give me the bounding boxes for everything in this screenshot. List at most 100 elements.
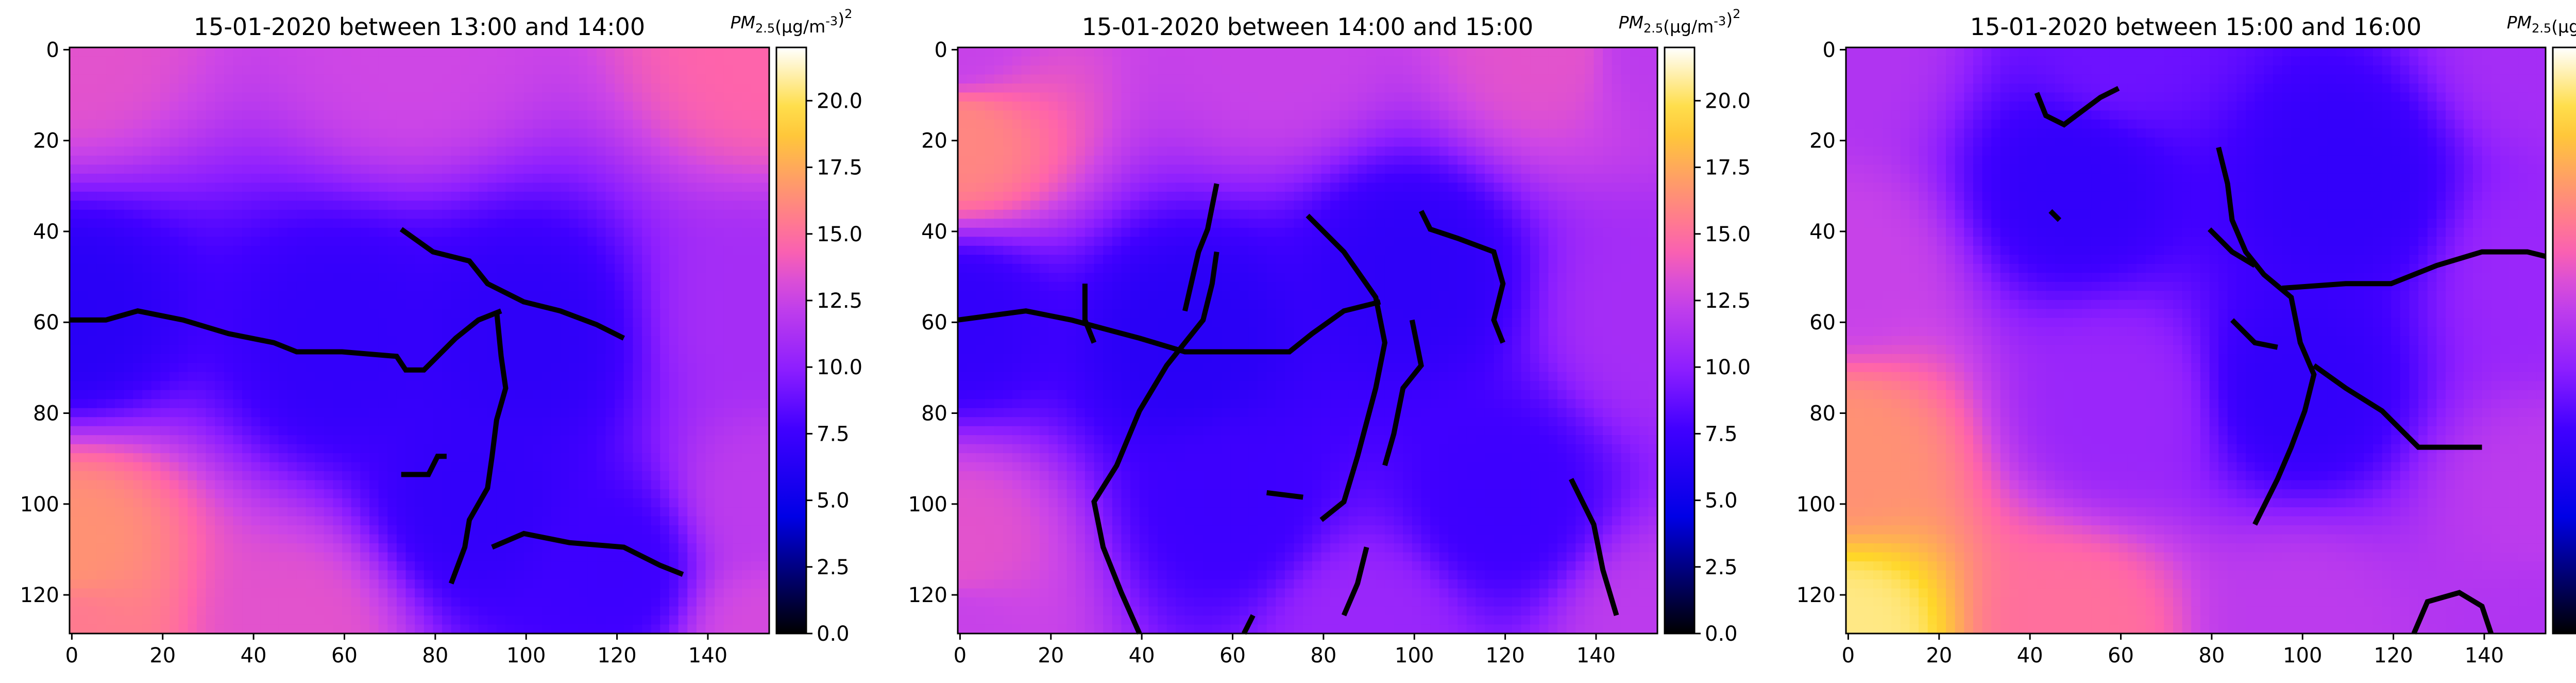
- colorbar-tick-label: 15.0: [1705, 223, 1751, 246]
- min-value-paths: [2034, 86, 2547, 635]
- x-tick-label: 40: [241, 644, 267, 668]
- colorbar-label: PM2.5(μg/m-3)2: [1619, 7, 1741, 37]
- heatmap-field: [1846, 47, 2546, 634]
- axes-frame: [1845, 46, 2547, 635]
- x-tick-label: 140: [1577, 644, 1616, 668]
- colorbar-tick-label: 12.5: [817, 289, 862, 313]
- x-tick-label: 140: [688, 644, 727, 668]
- chart-panel-1: 15-01-2020 between 13:00 and 14:00 0 20 40 6…: [0, 0, 888, 683]
- min-path-8: [2411, 590, 2494, 635]
- y-tick-label: 60: [1809, 311, 1836, 335]
- y-tick-label: 100: [908, 493, 947, 517]
- colorbar-label: PM2.5(μg/m-3)2: [2507, 7, 2576, 37]
- x-tick-label: 100: [2283, 644, 2322, 668]
- min-path-1: [2034, 86, 2120, 128]
- x-tick-label: 80: [1310, 644, 1336, 668]
- colorbar-tick-label: 5.0: [817, 489, 850, 513]
- x-tick-label: 60: [1219, 644, 1246, 668]
- y-tick-label: 40: [921, 220, 947, 244]
- min-path-5: [1306, 213, 1387, 522]
- colorbar-frame: [775, 46, 807, 635]
- axes-frame: [69, 46, 770, 635]
- colorbar-tick-label: 0.0: [1705, 622, 1738, 646]
- x-tick-label: 60: [2108, 644, 2134, 668]
- colorbar: [1665, 47, 1694, 634]
- x-tick-label: 80: [422, 644, 448, 668]
- min-path-2: [399, 227, 625, 341]
- x-tick-label: 100: [1395, 644, 1434, 668]
- y-tick-label: 100: [1797, 493, 1836, 517]
- colorbar-frame: [2552, 46, 2576, 635]
- x-tick-label: 80: [2198, 644, 2225, 668]
- min-value-paths: [70, 227, 684, 585]
- colorbar-tick-label: 7.5: [817, 422, 850, 446]
- colorbar-tick-label: 10.0: [1705, 356, 1751, 379]
- x-tick-label: 100: [506, 644, 546, 668]
- y-tick-label: 0: [935, 38, 947, 62]
- x-tick-label: 0: [1842, 644, 1855, 668]
- min-path-7: [1382, 319, 1424, 467]
- colorbar-tick-label: 2.5: [817, 556, 850, 579]
- x-tick-label: 120: [1485, 644, 1524, 668]
- x-tick-label: 20: [149, 644, 176, 668]
- heatmap-chart-2: 15-01-2020 between 14:00 and 15:00 0 20 40 6…: [908, 7, 1751, 668]
- y-tick-label: 20: [33, 129, 59, 153]
- x-tick-label: 20: [1926, 644, 1952, 668]
- min-path-3: [2216, 146, 2317, 526]
- colorbar-label: PM2.5(μg/m-3)2: [731, 7, 853, 37]
- y-tick-label: 80: [921, 402, 947, 426]
- colorbar-tick-label: 10.0: [817, 356, 862, 379]
- y-tick-label: 60: [921, 311, 947, 335]
- min-path-2: [2048, 209, 2062, 222]
- colorbar-tick-label: 17.5: [817, 156, 862, 180]
- x-tick-label: 0: [65, 644, 78, 668]
- colorbar: [776, 47, 806, 634]
- min-path-1: [70, 308, 502, 373]
- min-path-5: [2282, 249, 2547, 291]
- colorbar-tick-label: 2.5: [1705, 556, 1738, 579]
- min-value-paths: [957, 183, 1619, 635]
- y-tick-label: 20: [1809, 129, 1836, 153]
- colorbar-tick-label: 12.5: [1705, 289, 1751, 313]
- y-tick-label: 40: [33, 220, 59, 244]
- min-path-3: [449, 310, 509, 585]
- x-tick-label: 0: [954, 644, 967, 668]
- x-tick-label: 20: [1038, 644, 1064, 668]
- min-path-6: [1419, 210, 1506, 344]
- min-path-6: [2312, 363, 2482, 450]
- min-path-4: [401, 454, 447, 477]
- y-tick-label: 80: [1809, 402, 1836, 426]
- y-tick-label: 40: [1809, 220, 1836, 244]
- colorbar-tick-label: 5.0: [1705, 489, 1738, 513]
- x-tick-label: 120: [2374, 644, 2413, 668]
- heatmap-field: [70, 47, 770, 634]
- y-tick-label: 120: [20, 584, 59, 607]
- min-path-4: [1182, 183, 1219, 312]
- chart-panel-2: 15-01-2020 between 14:00 and 15:00 0 20 40 6…: [888, 0, 1776, 683]
- y-tick-label: 120: [908, 584, 947, 607]
- chart-panel-3: 15-01-2020 between 15:00 and 16:00 0 20 40 6…: [1776, 0, 2576, 683]
- min-path-9: [1266, 490, 1303, 500]
- colorbar-tick-label: 20.0: [1705, 89, 1751, 113]
- heatmap-field: [958, 47, 1658, 634]
- heatmap-chart-1: 15-01-2020 between 13:00 and 14:00 0 20 40 6…: [20, 7, 862, 668]
- axes-frame: [957, 46, 1658, 635]
- heatmap-chart-3: 15-01-2020 between 15:00 and 16:00 0 20 40 6…: [1797, 7, 2576, 668]
- y-tick-label: 100: [20, 493, 59, 517]
- y-tick-label: 0: [46, 38, 59, 62]
- y-tick-label: 60: [33, 311, 59, 335]
- chart-title: 15-01-2020 between 15:00 and 16:00: [1970, 13, 2421, 41]
- min-path-1: [957, 299, 1381, 355]
- y-tick-label: 20: [921, 129, 947, 153]
- x-tick-label: 60: [331, 644, 358, 668]
- chart-title: 15-01-2020 between 13:00 and 14:00: [194, 13, 645, 41]
- colorbar: [2553, 47, 2576, 634]
- min-path-11: [1242, 614, 1256, 635]
- min-path-5: [491, 530, 684, 577]
- min-path-4: [2207, 227, 2257, 268]
- colorbar-tick-label: 7.5: [1705, 422, 1738, 446]
- min-path-7: [2230, 318, 2278, 350]
- x-tick-label: 120: [597, 644, 636, 668]
- colorbar-tick-label: 15.0: [817, 223, 862, 246]
- min-path-2: [1091, 251, 1219, 635]
